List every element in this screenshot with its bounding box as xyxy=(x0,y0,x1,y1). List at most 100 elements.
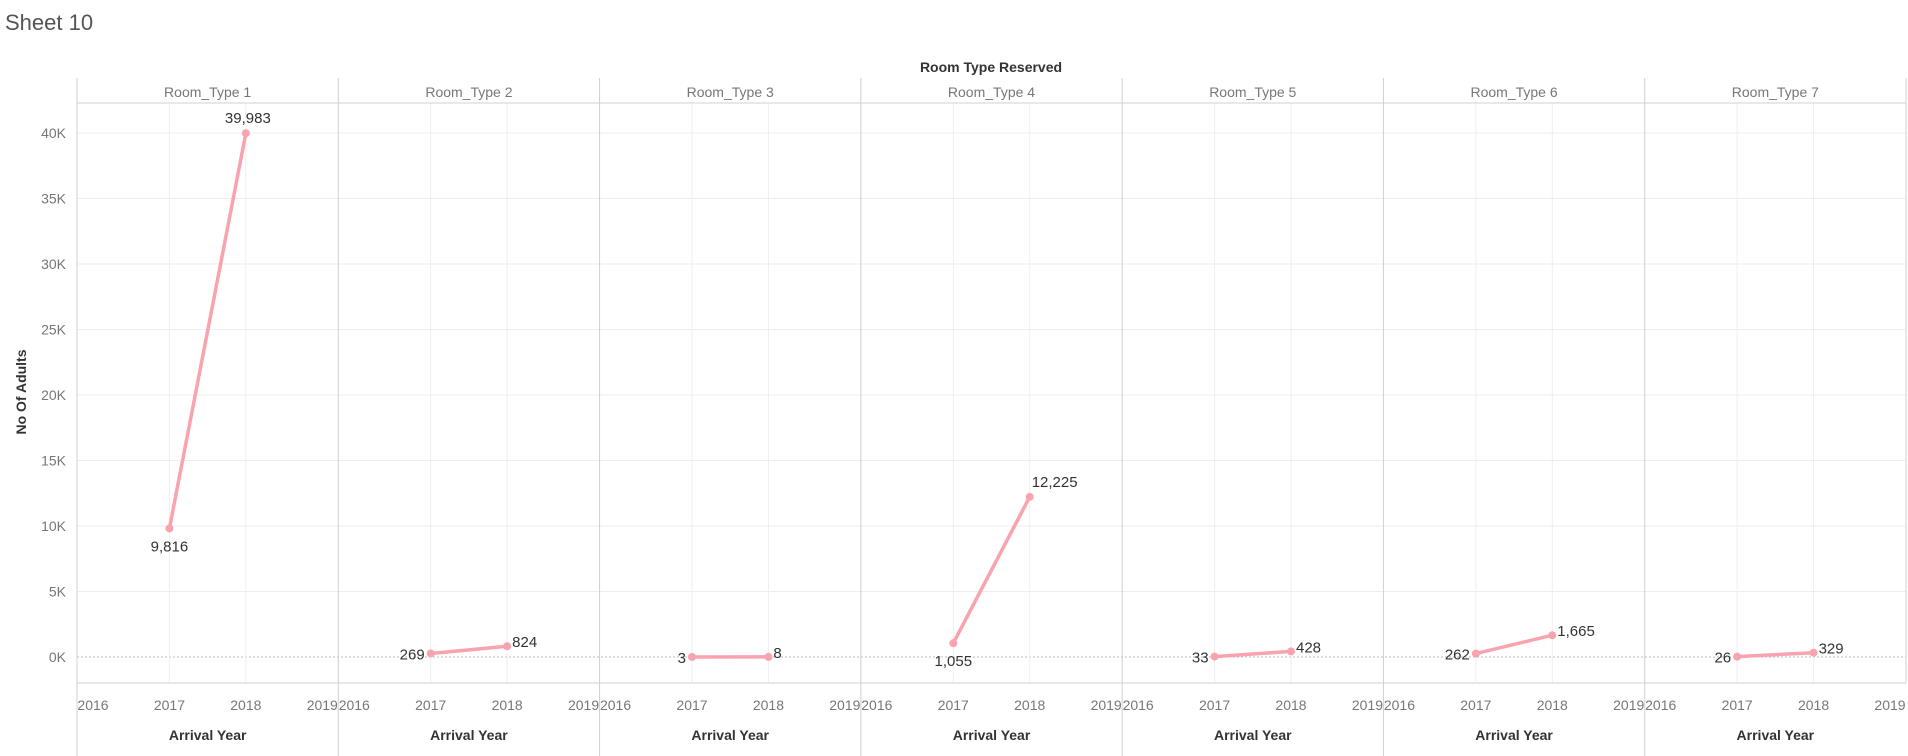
x-axis-title: Arrival Year xyxy=(430,727,508,743)
y-tick-label: 35K xyxy=(41,191,67,207)
x-tick-label: 2019 xyxy=(1352,697,1383,713)
x-tick-label: 2019 xyxy=(1613,697,1644,713)
data-label: 33 xyxy=(1192,650,1209,667)
facet-label: Room_Type 7 xyxy=(1732,84,1819,100)
x-tick-label: 2017 xyxy=(415,697,446,713)
data-label: 12,225 xyxy=(1032,474,1078,491)
x-tick-label: 2018 xyxy=(230,697,261,713)
frame-layer xyxy=(76,78,1907,756)
series-line xyxy=(951,495,1032,645)
series-line xyxy=(1212,649,1293,659)
data-label: 428 xyxy=(1296,639,1321,656)
data-label: 8 xyxy=(773,645,781,662)
y-tick-label: 0K xyxy=(49,649,67,665)
x-tick-label: 2017 xyxy=(1722,697,1753,713)
data-point xyxy=(1809,648,1818,657)
sheet-title: Sheet 10 xyxy=(5,10,94,35)
y-tick-label: 10K xyxy=(41,518,67,534)
data-point xyxy=(1210,652,1219,661)
x-axis-title: Arrival Year xyxy=(953,727,1031,743)
x-tick-label: 2016 xyxy=(1384,697,1415,713)
x-tick-label: 2016 xyxy=(600,697,631,713)
data-point xyxy=(1025,492,1034,501)
data-label: 26 xyxy=(1714,650,1731,667)
data-point xyxy=(426,649,435,658)
x-tick-label: 2016 xyxy=(77,697,108,713)
facet-label: Room_Type 2 xyxy=(425,84,512,100)
x-tick-label: 2018 xyxy=(492,697,523,713)
x-axis-title: Arrival Year xyxy=(1214,727,1292,743)
x-axis-title: Arrival Year xyxy=(1737,727,1815,743)
x-tick-label: 2018 xyxy=(1537,697,1568,713)
x-axis-title: Arrival Year xyxy=(169,727,247,743)
series-line xyxy=(1474,633,1555,656)
y-tick-label: 15K xyxy=(41,453,67,469)
data-point xyxy=(1287,647,1295,656)
data-point xyxy=(241,129,250,138)
x-tick-label: 2018 xyxy=(1275,697,1306,713)
panel-room-type-5: Room_Type 5 2016 2017 2018 2019 Arrival Year 3… xyxy=(1123,84,1384,743)
panel-room-type-3: Room_Type 3 2016 2017 2018 2019 Arrival Year 3… xyxy=(600,84,861,743)
data-label: 824 xyxy=(512,634,537,651)
data-point xyxy=(764,652,773,661)
x-tick-label: 2019 xyxy=(568,697,599,713)
x-tick-label: 2017 xyxy=(154,697,185,713)
data-label: 1,055 xyxy=(935,653,973,670)
panel-room-type-2: Room_Type 2 2016 2017 2018 2019 Arrival Year 2… xyxy=(339,84,600,743)
data-point xyxy=(949,639,958,648)
x-tick-label: 2016 xyxy=(861,697,892,713)
x-tick-label: 2017 xyxy=(676,697,707,713)
series-line xyxy=(167,131,248,531)
data-point xyxy=(503,642,512,651)
data-point xyxy=(688,652,696,661)
data-point xyxy=(1471,649,1480,658)
data-label: 1,665 xyxy=(1557,623,1595,640)
panel-room-type-1: Room_Type 1 2016 2017 2018 2019 Arrival Year 9… xyxy=(77,84,338,743)
data-point xyxy=(165,524,174,533)
x-tick-label: 2018 xyxy=(753,697,784,713)
y-axis: 0K 5K 10K 15K 20K 25K 30K 35K 40K xyxy=(41,125,67,665)
x-tick-label: 2018 xyxy=(1798,697,1829,713)
data-label: 329 xyxy=(1819,641,1844,658)
facet-label: Room_Type 4 xyxy=(948,84,1035,100)
x-tick-label: 2019 xyxy=(307,697,338,713)
panels: Room_Type 1 2016 2017 2018 2019 Arrival Year 9… xyxy=(77,84,1905,743)
y-tick-label: 30K xyxy=(41,256,67,272)
x-tick-label: 2016 xyxy=(1123,697,1154,713)
x-tick-label: 2018 xyxy=(1014,697,1045,713)
x-axis-title: Arrival Year xyxy=(1475,727,1553,743)
data-label: 9,816 xyxy=(151,538,189,555)
x-tick-label: 2017 xyxy=(938,697,969,713)
data-label: 3 xyxy=(678,650,686,667)
facet-label: Room_Type 1 xyxy=(164,84,251,100)
facet-label: Room_Type 5 xyxy=(1209,84,1296,100)
data-label: 262 xyxy=(1445,647,1470,664)
panel-room-type-4: Room_Type 4 2016 2017 2018 2019 Arrival Year 1… xyxy=(861,84,1122,743)
y-tick-label: 20K xyxy=(41,387,67,403)
data-label: 39,983 xyxy=(225,110,271,127)
x-axis-title: Arrival Year xyxy=(691,727,769,743)
panel-room-type-7: Room_Type 7 2016 2017 2018 2019 Arrival Year 2… xyxy=(1645,84,1906,743)
x-tick-label: 2019 xyxy=(829,697,860,713)
x-tick-label: 2016 xyxy=(339,697,370,713)
facet-label: Room_Type 6 xyxy=(1470,84,1557,100)
x-tick-label: 2019 xyxy=(1091,697,1122,713)
data-point xyxy=(1733,652,1742,661)
y-tick-label: 5K xyxy=(49,584,67,600)
panel-room-type-6: Room_Type 6 2016 2017 2018 2019 Arrival Year 2… xyxy=(1384,84,1645,743)
grid-layer xyxy=(77,103,1906,683)
facet-label: Room_Type 3 xyxy=(687,84,774,100)
y-tick-label: 40K xyxy=(41,125,67,141)
x-tick-label: 2017 xyxy=(1460,697,1491,713)
data-point xyxy=(1548,631,1557,640)
series-line xyxy=(1735,650,1816,659)
x-tick-label: 2016 xyxy=(1645,697,1676,713)
chart-column-header: Room Type Reserved xyxy=(920,59,1062,75)
y-tick-label: 25K xyxy=(41,322,67,338)
series-line xyxy=(428,644,509,656)
y-axis-title: No Of Adults xyxy=(13,349,29,434)
x-tick-label: 2019 xyxy=(1874,697,1905,713)
x-tick-label: 2017 xyxy=(1199,697,1230,713)
data-label: 269 xyxy=(400,646,425,663)
